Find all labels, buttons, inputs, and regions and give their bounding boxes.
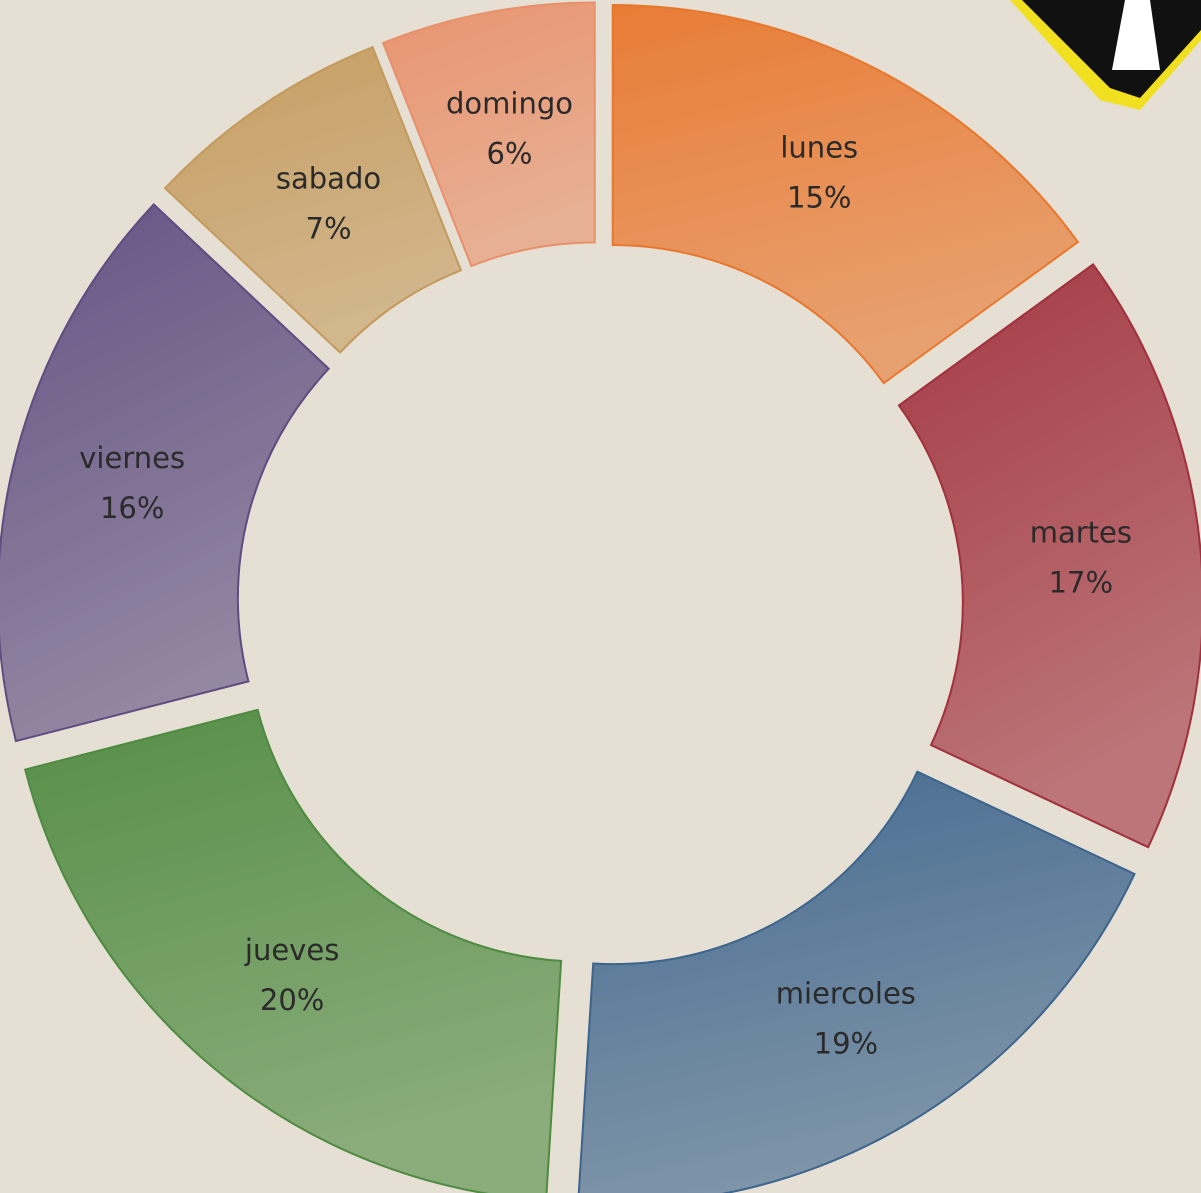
donut-segment: [577, 770, 1136, 1193]
category-label: martes: [1030, 516, 1132, 550]
value-label: 17%: [1049, 566, 1113, 600]
value-label: 20%: [260, 983, 324, 1017]
donut-segment: [611, 4, 1080, 385]
category-label: miercoles: [776, 977, 916, 1011]
value-label: 7%: [306, 212, 352, 246]
donut-segment: [381, 1, 596, 268]
category-label: jueves: [244, 933, 339, 967]
category-label: lunes: [780, 131, 858, 165]
value-label: 19%: [814, 1027, 878, 1061]
road-sign-icon: [1010, 0, 1201, 110]
donut-segment: [897, 262, 1201, 849]
category-label: domingo: [446, 87, 573, 121]
value-label: 6%: [486, 137, 532, 171]
donut-segment: [23, 708, 563, 1193]
value-label: 16%: [100, 491, 164, 525]
value-label: 15%: [787, 181, 851, 215]
category-label: sabado: [276, 162, 381, 196]
donut-segment: [163, 45, 463, 354]
donut-segment: [0, 203, 331, 743]
category-label: viernes: [79, 441, 185, 475]
